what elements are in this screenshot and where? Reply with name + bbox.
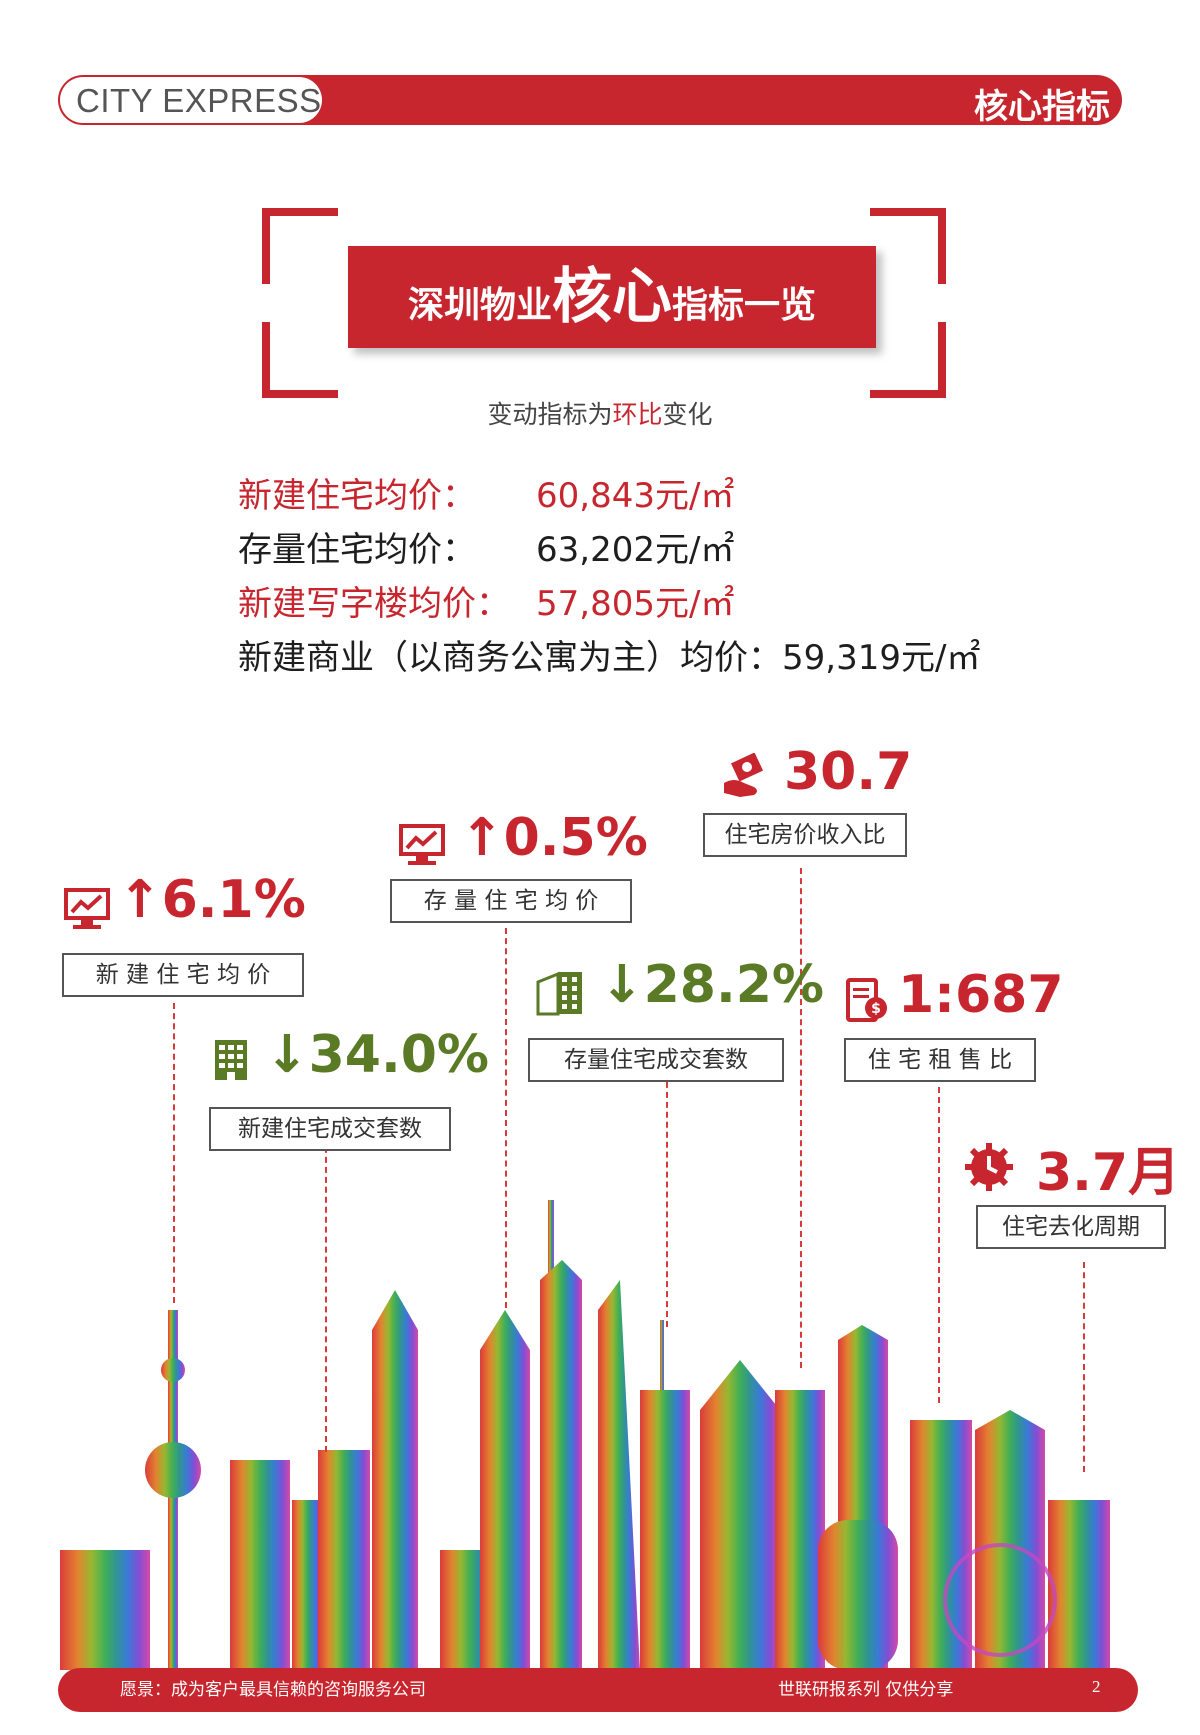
connector-line bbox=[800, 868, 802, 1368]
title-part1: 深圳物业 bbox=[407, 285, 552, 326]
title-part3: 指标一览 bbox=[672, 285, 817, 326]
stock-volume-label: 存量住宅成交套数 bbox=[528, 1038, 784, 1082]
connector-line bbox=[938, 1087, 940, 1403]
price-value: 63,202元/㎡ bbox=[536, 530, 735, 570]
price-row-new-commercial: 新建商业（以商务公寓为主）均价：59,319元/㎡ bbox=[238, 630, 980, 679]
arrow-up-icon: ↑ bbox=[460, 808, 504, 868]
stock-volume-change: ↓28.2% bbox=[600, 955, 824, 1015]
new-volume-label: 新建住宅成交套数 bbox=[209, 1107, 451, 1151]
rent-sale-label: 住 宅 租 售 比 bbox=[844, 1038, 1036, 1082]
chart-monitor-icon bbox=[399, 824, 445, 865]
svg-text:$: $ bbox=[871, 1001, 881, 1017]
new-price-value: 6.1% bbox=[161, 870, 306, 930]
arrow-up-icon: ↑ bbox=[118, 870, 162, 930]
new-price-change: ↑6.1% bbox=[118, 870, 306, 930]
money-hand-icon bbox=[724, 753, 764, 797]
bracket-bottom-right bbox=[870, 322, 946, 398]
bracket-bottom-left bbox=[262, 322, 338, 398]
invoice-icon: $ bbox=[846, 978, 887, 1022]
destock-label: 住宅去化周期 bbox=[976, 1205, 1166, 1249]
connector-line bbox=[325, 1117, 327, 1452]
page-title: 深圳物业核心指标一览 bbox=[348, 246, 876, 348]
connector-line bbox=[666, 1062, 668, 1327]
bracket-top-left bbox=[262, 208, 338, 284]
new-volume-change: ↓34.0% bbox=[265, 1025, 489, 1085]
buildings-icon bbox=[536, 971, 582, 1016]
footer-series: 世联研报系列 仅供分享 bbox=[778, 1680, 954, 1700]
connector-line bbox=[173, 1003, 175, 1303]
footer-bar bbox=[58, 1668, 1138, 1712]
price-row-new-office: 新建写字楼均价： 57,805元/㎡ bbox=[238, 576, 734, 625]
subtitle: 变动指标为环比变化 bbox=[0, 395, 1200, 431]
page-number: 2 bbox=[1092, 1677, 1101, 1696]
connector-line bbox=[505, 928, 507, 1308]
price-label: 新建住宅均价： bbox=[238, 476, 476, 516]
price-row-stock-residential: 存量住宅均价： 63,202元/㎡ bbox=[238, 522, 734, 571]
stock-price-value: 0.5% bbox=[503, 808, 648, 868]
price-value: 57,805元/㎡ bbox=[536, 584, 735, 624]
price-value: 60,843元/㎡ bbox=[536, 476, 735, 516]
price-income-value: 30.7 bbox=[784, 742, 913, 802]
header-title: 核心指标 bbox=[974, 87, 1110, 127]
connector-line bbox=[1083, 1262, 1085, 1472]
destock-value: 3.7月 bbox=[1036, 1143, 1181, 1203]
subtitle-highlight: 环比 bbox=[612, 400, 663, 429]
stock-price-change: ↑0.5% bbox=[460, 808, 648, 868]
price-label: 新建商业（以商务公寓为主）均价： bbox=[238, 638, 782, 678]
subtitle-pre: 变动指标为 bbox=[487, 400, 613, 429]
stock-price-label: 存 量 住 宅 均 价 bbox=[390, 879, 632, 923]
new-price-label: 新 建 住 宅 均 价 bbox=[62, 953, 304, 997]
price-income-label: 住宅房价收入比 bbox=[703, 813, 907, 857]
price-label: 新建写字楼均价： bbox=[238, 584, 510, 624]
clock-gear-icon bbox=[965, 1143, 1013, 1191]
arrow-down-icon: ↓ bbox=[600, 955, 644, 1015]
title-part2: 核心 bbox=[552, 262, 672, 332]
rent-sale-value: 1:687 bbox=[898, 965, 1064, 1025]
footer-vision: 愿景：成为客户最具信赖的咨询服务公司 bbox=[120, 1680, 426, 1700]
brand-pill: CITY EXPRESS bbox=[60, 77, 322, 123]
new-volume-value: 34.0% bbox=[308, 1025, 489, 1085]
price-row-new-residential: 新建住宅均价： 60,843元/㎡ bbox=[238, 468, 734, 517]
price-value: 59,319元/㎡ bbox=[782, 638, 981, 678]
subtitle-post: 变化 bbox=[662, 400, 713, 429]
bracket-top-right bbox=[870, 208, 946, 284]
stock-volume-value: 28.2% bbox=[643, 955, 824, 1015]
brand-text: CITY EXPRESS bbox=[76, 82, 322, 119]
price-label: 存量住宅均价： bbox=[238, 530, 476, 570]
city-skyline-illustration bbox=[60, 1200, 1110, 1670]
building-icon bbox=[215, 1040, 247, 1080]
arrow-down-icon: ↓ bbox=[265, 1025, 309, 1085]
chart-monitor-icon bbox=[64, 888, 110, 929]
